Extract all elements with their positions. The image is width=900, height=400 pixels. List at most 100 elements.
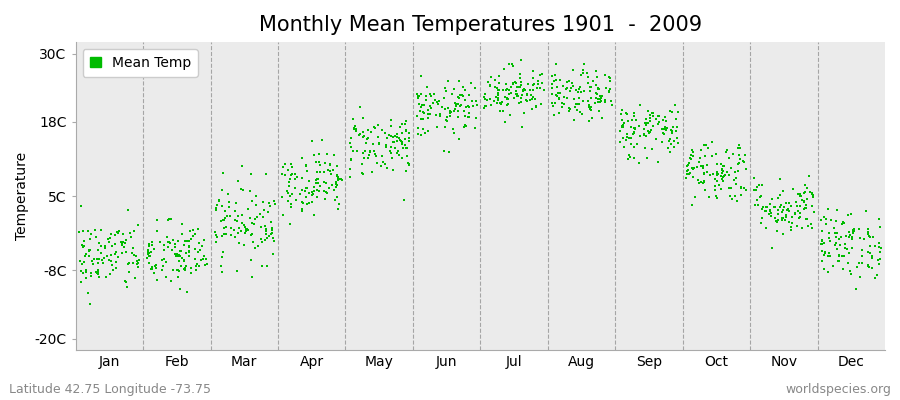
Point: [449, 103, 464, 110]
Point: [872, 216, 886, 222]
Point: [513, 71, 527, 77]
Point: [598, 96, 612, 103]
Point: [796, 190, 811, 196]
Point: [141, 252, 156, 259]
Point: [645, 113, 660, 120]
Point: [717, 163, 732, 170]
Point: [814, 238, 829, 244]
Point: [274, 171, 289, 178]
Point: [257, 222, 272, 229]
Point: [103, 235, 117, 241]
Point: [102, 257, 116, 264]
Point: [256, 207, 271, 214]
Point: [832, 252, 846, 258]
Point: [312, 187, 327, 194]
Point: [716, 172, 731, 179]
Point: [565, 67, 580, 74]
Point: [468, 98, 482, 105]
Point: [698, 169, 712, 176]
Point: [97, 255, 112, 262]
Point: [817, 214, 832, 220]
Point: [492, 73, 507, 79]
Point: [817, 266, 832, 272]
Point: [506, 63, 520, 69]
Point: [390, 131, 404, 138]
Point: [747, 174, 761, 181]
Point: [823, 235, 837, 242]
Point: [845, 244, 859, 251]
Point: [121, 260, 135, 267]
Point: [92, 256, 106, 262]
Point: [98, 243, 112, 249]
Point: [251, 243, 266, 250]
Point: [347, 125, 362, 131]
Point: [571, 101, 585, 107]
Point: [729, 181, 743, 188]
Point: [390, 138, 404, 144]
Point: [91, 270, 105, 277]
Point: [109, 249, 123, 255]
Point: [644, 110, 659, 117]
Point: [230, 178, 245, 184]
Point: [722, 154, 736, 161]
Point: [322, 167, 337, 174]
Point: [582, 88, 597, 94]
Point: [167, 241, 182, 248]
Point: [655, 116, 670, 123]
Point: [495, 86, 509, 93]
Point: [302, 190, 317, 196]
Point: [513, 99, 527, 105]
Point: [500, 96, 515, 103]
Point: [750, 197, 764, 203]
Point: [795, 196, 809, 203]
Point: [394, 155, 409, 162]
Point: [191, 249, 205, 255]
Point: [253, 211, 267, 217]
Point: [194, 242, 209, 249]
Point: [283, 176, 297, 182]
Point: [439, 118, 454, 124]
Point: [258, 231, 273, 238]
Point: [834, 221, 849, 228]
Point: [764, 210, 778, 216]
Point: [685, 202, 699, 208]
Point: [259, 262, 274, 269]
Point: [692, 158, 706, 165]
Point: [318, 196, 332, 202]
Point: [376, 158, 391, 165]
Point: [264, 231, 278, 238]
Point: [130, 258, 144, 264]
Point: [108, 241, 122, 247]
Point: [386, 139, 400, 145]
Legend: Mean Temp: Mean Temp: [83, 49, 198, 77]
Point: [419, 97, 434, 103]
Point: [508, 80, 523, 86]
Point: [709, 169, 724, 175]
Point: [212, 198, 227, 204]
Point: [788, 210, 803, 217]
Point: [329, 179, 344, 186]
Point: [825, 263, 840, 269]
Point: [262, 200, 276, 206]
Point: [483, 82, 498, 88]
Point: [544, 91, 559, 97]
Point: [490, 100, 504, 106]
Point: [504, 90, 518, 96]
Point: [424, 93, 438, 100]
Point: [436, 104, 450, 110]
Point: [763, 201, 778, 207]
Point: [734, 184, 749, 190]
Point: [380, 135, 394, 142]
Point: [556, 83, 571, 89]
Point: [602, 74, 616, 80]
Point: [81, 247, 95, 254]
Point: [343, 140, 357, 146]
Point: [549, 92, 563, 98]
Point: [510, 90, 525, 97]
Point: [693, 154, 707, 161]
Point: [506, 81, 520, 88]
Point: [447, 106, 462, 113]
Point: [275, 194, 290, 200]
Point: [770, 218, 784, 224]
Point: [493, 100, 508, 106]
